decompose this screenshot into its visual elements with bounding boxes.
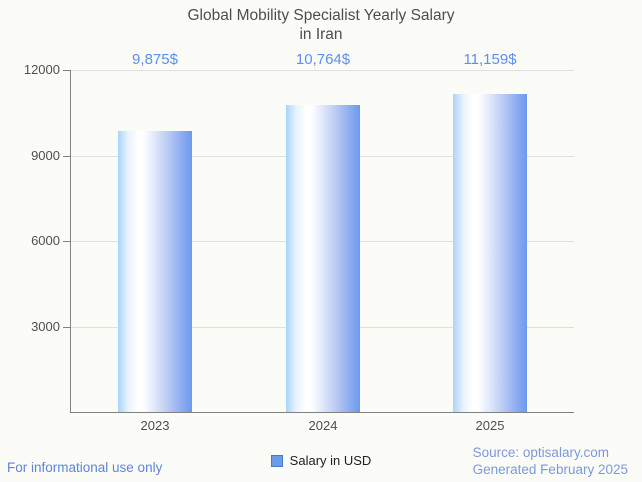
y-tick-label: 9000	[31, 148, 60, 163]
x-tick-label: 2024	[308, 418, 338, 433]
legend[interactable]: Salary in USD	[0, 453, 642, 468]
legend-label[interactable]: Salary in USD	[289, 453, 372, 468]
gridline	[71, 70, 574, 71]
y-axis-tick	[63, 156, 71, 157]
bar-value-label: 10,764$	[295, 51, 351, 68]
x-tick-label: 2025	[475, 418, 505, 433]
disclaimer-text: For informational use only	[7, 460, 163, 475]
bar-value-label: 11,159$	[463, 51, 517, 68]
source-block: Source: optisalary.com Generated Februar…	[473, 444, 628, 478]
y-axis-tick	[63, 241, 71, 242]
generated-text: Generated February 2025	[472, 462, 628, 477]
x-tick-label: 2023	[140, 418, 170, 433]
bar-2023	[118, 131, 192, 412]
chart-title-line2: in Iran	[299, 26, 343, 43]
bar-value-label: 9,875$	[132, 51, 178, 68]
bar-2025	[453, 94, 527, 412]
plot-area: 3000 6000 9000 12000 9,875$ 2023 10,764$ 2024 11…	[24, 51, 574, 433]
legend-swatch-icon[interactable]	[270, 454, 283, 467]
chart-title: Global Mobility Specialist Yearly Salary…	[0, 6, 642, 44]
y-axis-tick	[63, 70, 71, 71]
y-tick-label: 3000	[31, 319, 60, 334]
bar-2024	[286, 105, 360, 412]
source-text: Source: optisalary.com	[472, 445, 609, 460]
y-tick-label: 6000	[31, 233, 60, 248]
chart-title-line1: Global Mobility Specialist Yearly Salary	[187, 7, 455, 24]
y-tick-label: 12000	[23, 62, 60, 77]
y-axis-tick	[63, 327, 71, 328]
